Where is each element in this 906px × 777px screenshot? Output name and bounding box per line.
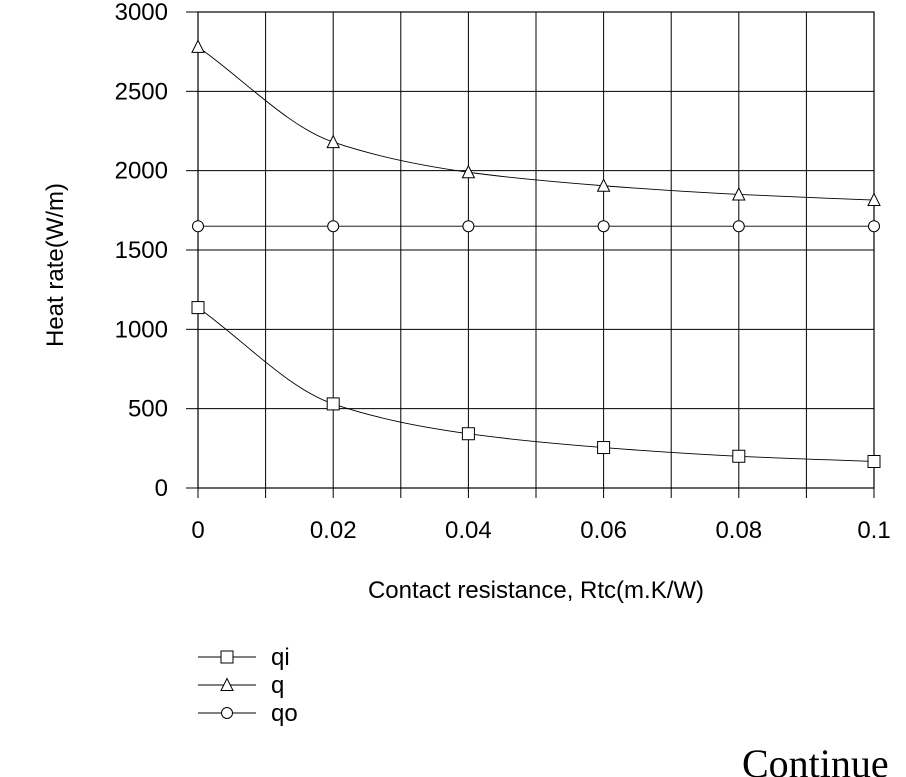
x-tick-label: 0 bbox=[191, 517, 204, 544]
series-markers-qi bbox=[191, 301, 881, 469]
series-line-qi bbox=[197, 307, 875, 462]
legend-item-qo: qo bbox=[198, 700, 298, 727]
legend-label-qo: qo bbox=[271, 700, 298, 727]
data-point-q bbox=[326, 134, 341, 149]
y-tick-label: 1000 bbox=[115, 316, 168, 343]
legend-marker-q bbox=[220, 677, 234, 691]
data-point-qo bbox=[597, 220, 610, 233]
y-tick-label: 0 bbox=[155, 475, 168, 502]
data-point-qi bbox=[597, 441, 611, 455]
data-point-q bbox=[731, 186, 746, 201]
legend-marker-qi bbox=[220, 650, 234, 664]
x-tick-label: 0.08 bbox=[715, 517, 762, 544]
data-point-qi bbox=[732, 449, 746, 463]
series-qi bbox=[197, 307, 875, 462]
series-curves bbox=[197, 46, 875, 462]
series-markers-q bbox=[191, 39, 881, 207]
y-tick-label: 2000 bbox=[115, 158, 168, 185]
data-point-qi bbox=[461, 427, 475, 441]
y-tick-label: 3000 bbox=[115, 0, 168, 26]
series-line-q bbox=[197, 46, 875, 201]
grid bbox=[186, 11, 875, 498]
x-tick-label: 0.06 bbox=[580, 517, 627, 544]
data-point-q bbox=[191, 39, 205, 53]
data-point-qi bbox=[867, 455, 881, 469]
continue-text: Continue bbox=[742, 741, 889, 777]
y-tick-label: 1500 bbox=[115, 237, 168, 264]
x-tick-labels: 0 0.02 0.04 0.06 0.08 0.1 bbox=[191, 517, 890, 544]
legend-marker-qo bbox=[221, 707, 233, 719]
series-markers-qo bbox=[192, 220, 880, 233]
data-point-qo bbox=[732, 220, 745, 233]
x-tick-label: 0.04 bbox=[445, 517, 492, 544]
y-axis-label: Heat rate(W/m) bbox=[42, 183, 69, 347]
x-tick-label: 0.1 bbox=[857, 517, 890, 544]
series-q bbox=[197, 46, 875, 201]
data-point-q bbox=[596, 178, 611, 192]
data-point-qo bbox=[868, 220, 880, 233]
x-axis-label: Contact resistance, Rtc(m.K/W) bbox=[368, 577, 704, 604]
legend-label-qi: qi bbox=[271, 644, 290, 671]
data-point-qo bbox=[192, 220, 204, 233]
series-markers bbox=[191, 39, 881, 469]
data-point-q bbox=[461, 164, 476, 179]
plot-frame bbox=[197, 11, 875, 489]
legend-item-q: q bbox=[198, 672, 284, 699]
data-point-qi bbox=[191, 301, 205, 315]
legend-item-qi: qi bbox=[198, 644, 290, 671]
data-point-q bbox=[867, 192, 881, 207]
y-tick-labels: 0 500 1000 1500 2000 2500 3000 bbox=[115, 0, 168, 502]
y-tick-label: 2500 bbox=[115, 78, 168, 105]
data-point-qi bbox=[326, 397, 340, 411]
y-tick-label: 500 bbox=[128, 396, 168, 423]
data-point-qo bbox=[462, 220, 475, 233]
data-point-qo bbox=[327, 220, 340, 233]
x-tick-label: 0.02 bbox=[310, 517, 357, 544]
legend-label-q: q bbox=[271, 672, 284, 699]
